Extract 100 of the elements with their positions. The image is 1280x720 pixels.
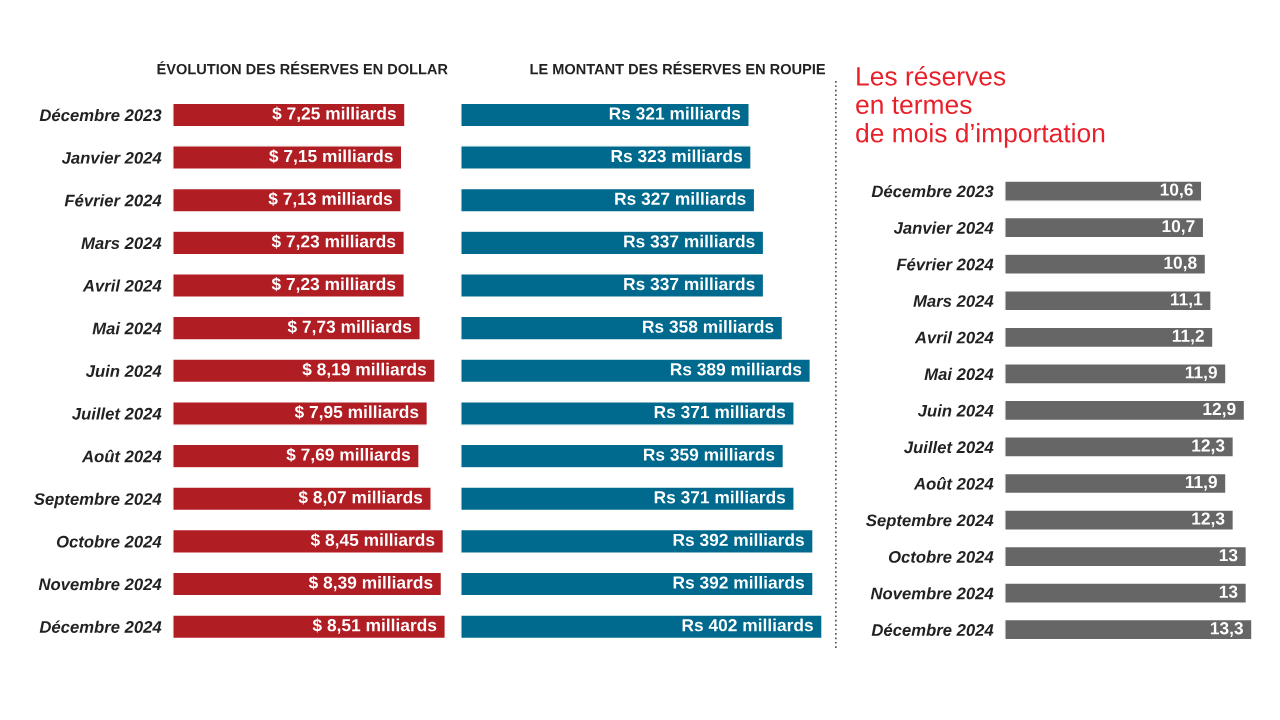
bar: [1004, 216, 1205, 239]
bar: [172, 614, 446, 640]
y-tick-label: Décembre 2024: [871, 623, 994, 636]
data-label: $ 7,69 milliards: [286, 447, 410, 464]
y-tick-label: Mai 2024: [924, 367, 994, 381]
data-label: Rs 359 milliards: [643, 448, 775, 461]
bar: [1004, 253, 1207, 275]
bar: [460, 486, 795, 512]
data-label: Rs 389 milliards: [670, 362, 802, 376]
bar: [1004, 436, 1235, 458]
y-tick-label: Septembre 2024: [866, 514, 994, 530]
chart-title: ÉVOLUTION DES RÉSERVES EN DOLLAR: [157, 61, 448, 75]
data-label: $ 8,45 milliards: [310, 532, 435, 549]
data-label: 12,9: [1203, 402, 1236, 418]
data-label: Rs 337 milliards: [624, 277, 755, 291]
y-tick-label: Juillet 2024: [904, 440, 994, 454]
y-tick-label: Avril 2024: [82, 279, 162, 292]
data-label: Rs 358 milliards: [643, 320, 774, 333]
y-tick-label: Août 2024: [81, 449, 162, 463]
y-tick-label: Octobre 2024: [888, 550, 994, 563]
bar: [1004, 582, 1248, 604]
bar: [1004, 326, 1214, 349]
data-label: $ 7,23 milliards: [271, 234, 396, 251]
bar: [460, 401, 795, 426]
bar: [460, 358, 812, 384]
bar: [172, 528, 445, 554]
bar: [172, 187, 402, 213]
y-tick-label: Mars 2024: [81, 237, 162, 250]
bar: [460, 273, 765, 298]
data-label: 13,3: [1210, 622, 1243, 637]
data-label: 10,7: [1162, 220, 1195, 235]
bar: [460, 315, 784, 341]
data-label: $ 8,39 milliards: [308, 575, 433, 592]
bar: [1004, 180, 1203, 202]
bar: [460, 145, 752, 170]
y-tick-label: Novembre 2024: [38, 577, 162, 591]
data-label: $ 8,19 milliards: [302, 362, 426, 378]
bar: [172, 443, 420, 469]
y-tick-label: Décembre 2023: [39, 108, 162, 122]
data-label: Rs 392 milliards: [673, 533, 804, 547]
bar: [1004, 399, 1246, 422]
bar: [1004, 363, 1227, 385]
data-label: $ 7,13 milliards: [268, 191, 393, 208]
data-label: Rs 327 milliards: [615, 192, 746, 205]
y-tick-label: Octobre 2024: [56, 535, 162, 548]
data-label: Rs 337 milliards: [624, 234, 755, 248]
bar: [172, 230, 405, 256]
bar: [172, 358, 436, 384]
data-label: $ 7,73 milliards: [287, 319, 412, 336]
data-label: $ 7,23 milliards: [271, 277, 396, 293]
y-tick-label: Juillet 2024: [72, 407, 162, 420]
data-label: $ 7,25 milliards: [272, 106, 396, 123]
bar: [460, 528, 814, 554]
data-label: $ 8,51 milliards: [312, 618, 437, 634]
data-label: Rs 371 milliards: [654, 405, 786, 419]
bar: [1004, 545, 1248, 568]
data-label: 10,8: [1164, 256, 1197, 272]
bar: [460, 614, 823, 640]
data-label: $ 7,15 milliards: [269, 149, 393, 165]
data-label: 10,6: [1160, 183, 1193, 199]
bar: [1004, 509, 1235, 531]
bar: [1004, 289, 1212, 312]
data-label: 11,9: [1185, 366, 1217, 382]
data-label: Rs 392 milliards: [673, 575, 804, 589]
bar: [172, 315, 421, 341]
bar: [172, 145, 403, 170]
data-label: Rs 402 milliards: [682, 618, 813, 632]
data-label: 11,9: [1185, 475, 1217, 491]
y-tick-label: Décembre 2024: [39, 620, 162, 633]
data-label: $ 7,95 milliards: [294, 405, 419, 421]
data-label: 12,3: [1192, 439, 1225, 455]
bar: [172, 273, 405, 298]
data-label: 11,2: [1172, 329, 1204, 345]
y-tick-label: Septembre 2024: [34, 492, 162, 509]
y-tick-label: Janvier 2024: [61, 151, 162, 164]
data-label: 13: [1219, 585, 1238, 598]
y-tick-label: Janvier 2024: [893, 221, 994, 234]
bar: [460, 443, 785, 469]
bar: [172, 486, 432, 512]
y-tick-label: Août 2024: [913, 477, 994, 490]
y-tick-label: Mai 2024: [92, 322, 162, 335]
data-label: Rs 321 milliards: [609, 106, 741, 120]
bar: [172, 401, 429, 426]
chart-title: Les réserves en termes de mois d’importation: [856, 65, 1105, 148]
y-tick-label: Novembre 2024: [870, 587, 994, 600]
y-tick-label: Février 2024: [896, 258, 994, 271]
y-tick-label: Mars 2024: [913, 295, 994, 307]
bar: [460, 230, 765, 256]
data-label: $ 8,07 milliards: [298, 490, 423, 506]
y-tick-label: Février 2024: [64, 194, 162, 207]
bar: [1004, 472, 1227, 495]
data-label: 13: [1219, 548, 1238, 562]
bar: [460, 187, 756, 213]
chart-title: LE MONTANT DES RÉSERVES EN ROUPIE: [530, 61, 826, 75]
data-label: Rs 323 milliards: [611, 149, 742, 163]
bar: [1004, 618, 1253, 641]
data-label: 11,1: [1170, 293, 1203, 308]
y-tick-label: Avril 2024: [914, 331, 994, 344]
data-label: 12,3: [1192, 512, 1225, 528]
y-tick-label: Juin 2024: [917, 404, 994, 417]
